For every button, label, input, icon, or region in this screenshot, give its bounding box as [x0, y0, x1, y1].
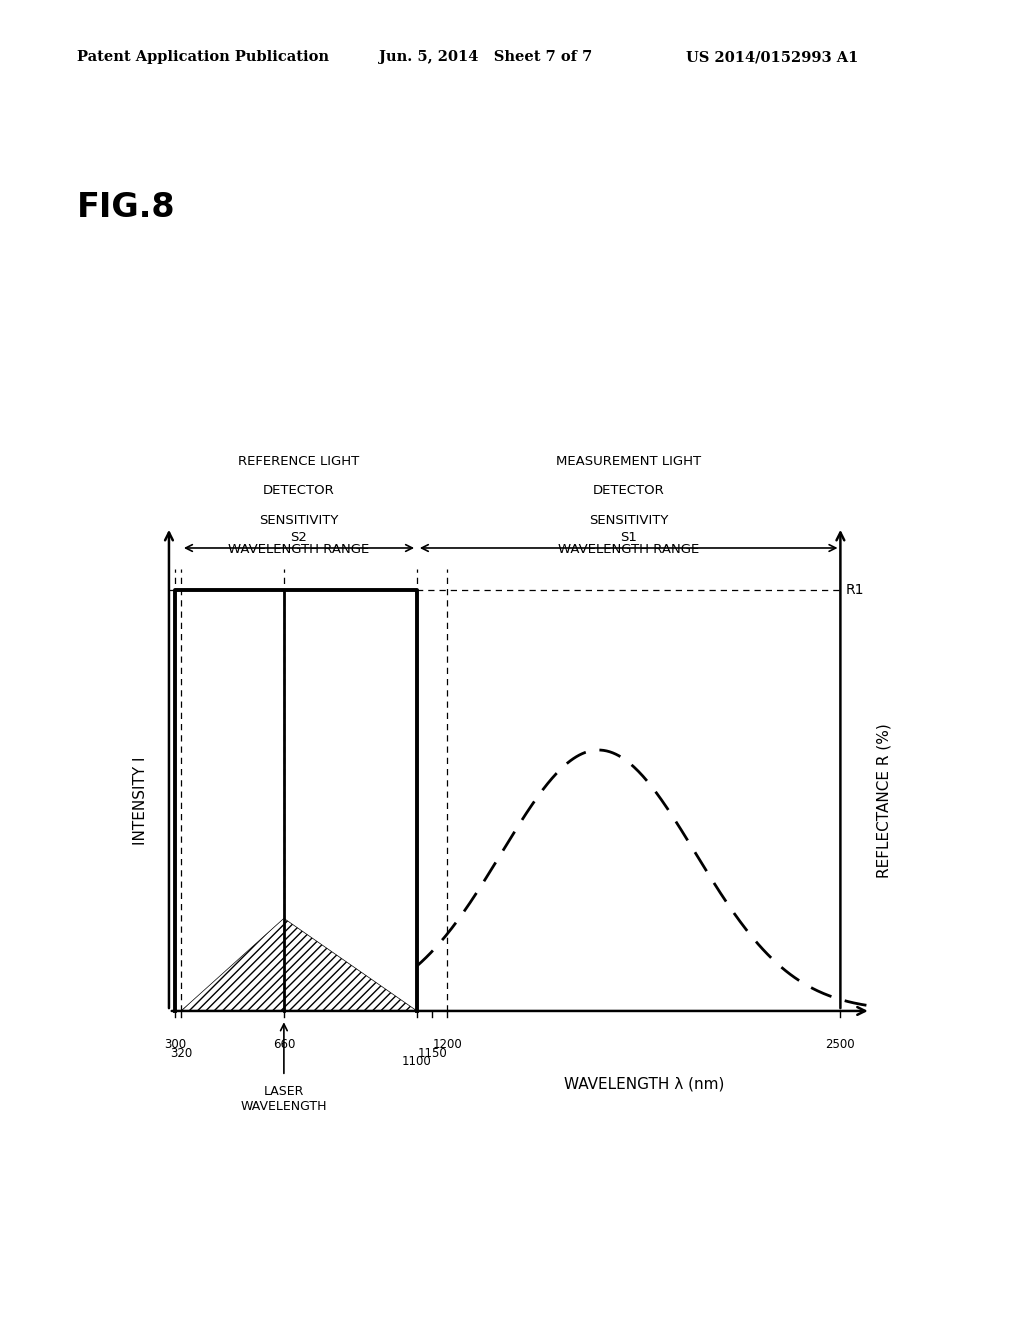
Text: 1150: 1150	[417, 1047, 446, 1060]
Text: Jun. 5, 2014   Sheet 7 of 7: Jun. 5, 2014 Sheet 7 of 7	[379, 50, 592, 65]
Text: 2500: 2500	[825, 1039, 855, 1051]
Text: 660: 660	[272, 1039, 295, 1051]
Text: LASER
WAVELENGTH: LASER WAVELENGTH	[241, 1085, 327, 1113]
Text: INTENSITY I: INTENSITY I	[133, 756, 147, 845]
Text: SENSITIVITY: SENSITIVITY	[589, 513, 669, 527]
Text: 320: 320	[170, 1047, 193, 1060]
Text: SENSITIVITY: SENSITIVITY	[259, 513, 339, 527]
Text: MEASUREMENT LIGHT: MEASUREMENT LIGHT	[556, 455, 701, 469]
Text: REFERENCE LIGHT: REFERENCE LIGHT	[239, 455, 359, 469]
Text: WAVELENGTH RANGE: WAVELENGTH RANGE	[228, 544, 370, 557]
Text: 300: 300	[164, 1039, 186, 1051]
Text: 1200: 1200	[432, 1039, 462, 1051]
Text: FIG.8: FIG.8	[77, 191, 175, 224]
Text: Patent Application Publication: Patent Application Publication	[77, 50, 329, 65]
Text: 1100: 1100	[402, 1055, 432, 1068]
Text: S1: S1	[621, 531, 637, 544]
Text: REFLECTANCE R (%): REFLECTANCE R (%)	[877, 723, 892, 878]
Text: WAVELENGTH RANGE: WAVELENGTH RANGE	[558, 544, 699, 557]
Text: R1: R1	[846, 583, 864, 597]
Text: DETECTOR: DETECTOR	[593, 484, 665, 498]
Text: US 2014/0152993 A1: US 2014/0152993 A1	[686, 50, 858, 65]
Text: S2: S2	[291, 531, 307, 544]
Text: WAVELENGTH λ (nm): WAVELENGTH λ (nm)	[563, 1076, 724, 1092]
Text: DETECTOR: DETECTOR	[263, 484, 335, 498]
